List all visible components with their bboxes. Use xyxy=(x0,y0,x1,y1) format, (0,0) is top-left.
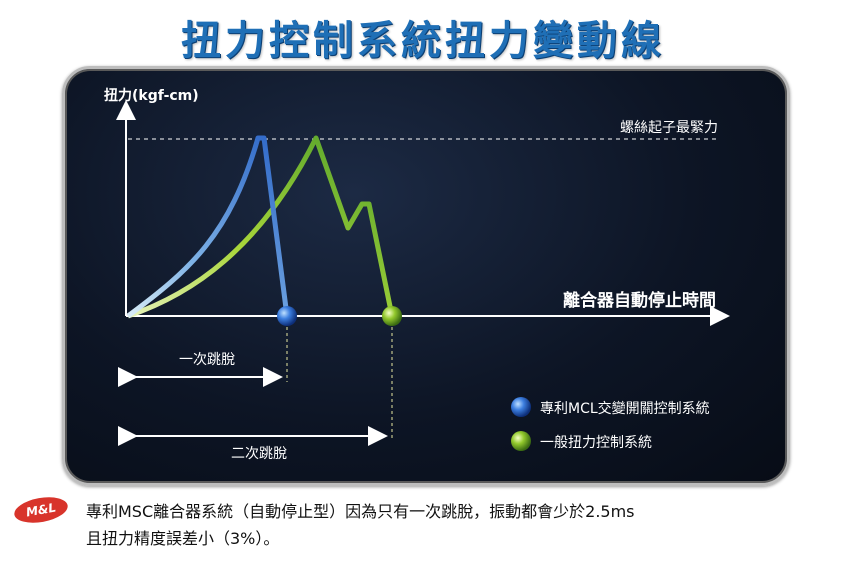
legend-marker-general xyxy=(511,431,531,451)
series-line-general xyxy=(127,135,395,319)
interval-label-first: 一次跳脫 xyxy=(179,352,235,368)
mcl-stop-point xyxy=(277,306,297,326)
footer-line-2: 且扭力精度誤差小（3%）。 xyxy=(86,529,280,548)
x-axis-label: 離合器自動停止時間 xyxy=(563,290,716,311)
legend-label-mcl: 專利MCL交變開關控制系統 xyxy=(540,400,710,417)
legend-label-general: 一般扭力控制系統 xyxy=(540,435,652,451)
y-axis-label: 扭力(kgf-cm) xyxy=(104,87,199,104)
general-stop-point xyxy=(382,306,402,326)
chart-panel xyxy=(62,66,790,486)
interval-label-second: 二次跳脫 xyxy=(231,446,287,462)
legend-marker-mcl xyxy=(511,397,531,417)
series-line-mcl xyxy=(126,135,290,319)
page-title: 扭力控制系統扭力變動線 xyxy=(181,18,665,64)
reference-line-label: 螺絲起子最緊力 xyxy=(620,120,718,136)
footer-line-1: 專利MSC離合器系統（自動停止型）因為只有一次跳脫，振動都會少於2.5ms xyxy=(86,502,635,521)
